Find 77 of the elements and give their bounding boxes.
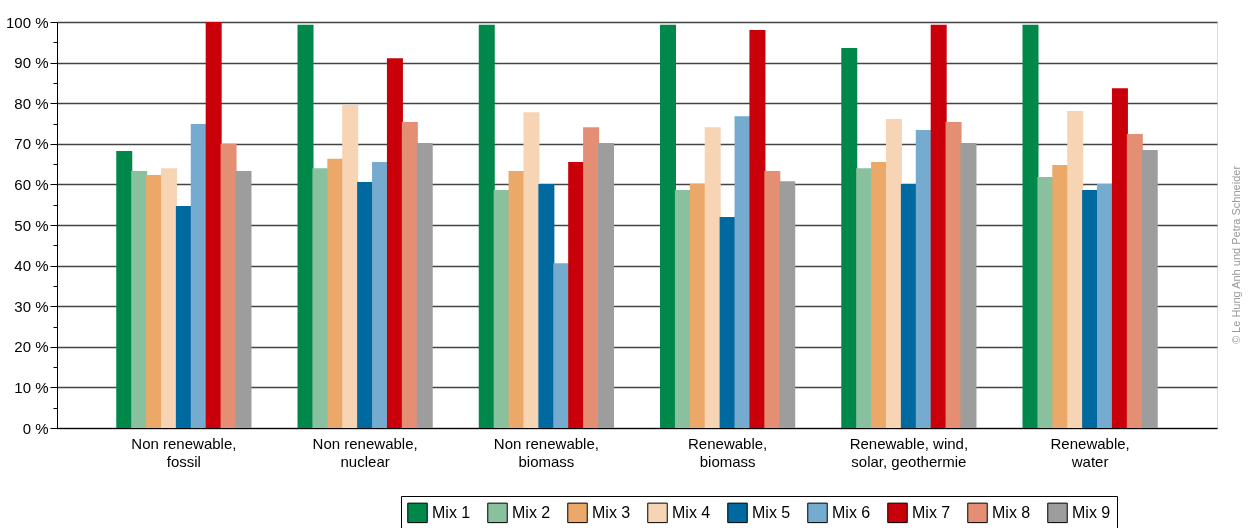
bar bbox=[960, 142, 977, 428]
bar bbox=[1097, 183, 1114, 428]
bar bbox=[885, 119, 902, 428]
bar bbox=[704, 127, 721, 428]
bar bbox=[1126, 134, 1143, 428]
bar bbox=[342, 104, 359, 428]
bar bbox=[372, 162, 389, 428]
y-tick-label: 30 % bbox=[14, 297, 49, 315]
bar bbox=[1052, 164, 1069, 428]
bar bbox=[1141, 149, 1158, 428]
bar bbox=[1037, 177, 1054, 428]
y-tick-label: 20 % bbox=[14, 338, 49, 356]
bar bbox=[749, 30, 766, 428]
bar bbox=[841, 47, 858, 428]
x-tick-label: Renewable, biomass bbox=[688, 434, 768, 470]
bar bbox=[478, 24, 495, 428]
legend-label: Mix 3 bbox=[592, 503, 631, 521]
y-tick-label: 90 % bbox=[14, 54, 49, 72]
legend-label: Mix 6 bbox=[832, 503, 871, 521]
bar bbox=[235, 171, 252, 428]
x-tick-label: Renewable, wind, solar, geothermie bbox=[849, 434, 969, 470]
bar bbox=[568, 162, 585, 428]
bar bbox=[297, 24, 314, 428]
bar bbox=[416, 142, 433, 428]
legend-label: Mix 8 bbox=[992, 503, 1031, 521]
bar bbox=[856, 168, 873, 428]
x-tick-label: Non renewable, fossil bbox=[131, 434, 237, 470]
legend-label: Mix 1 bbox=[432, 503, 471, 521]
bar bbox=[493, 190, 510, 428]
bar bbox=[660, 24, 677, 428]
bar bbox=[674, 190, 691, 428]
bar bbox=[779, 181, 796, 428]
bar bbox=[312, 168, 329, 428]
bar bbox=[1022, 24, 1039, 428]
bar bbox=[930, 24, 947, 428]
bar bbox=[357, 181, 374, 428]
legend-label: Mix 9 bbox=[1072, 503, 1111, 521]
bar bbox=[1111, 88, 1128, 428]
y-tick-label: 100 % bbox=[5, 13, 49, 31]
y-tick-label: 40 % bbox=[14, 257, 49, 275]
bar bbox=[523, 112, 540, 428]
bar bbox=[553, 263, 570, 428]
bar bbox=[401, 121, 418, 428]
bar bbox=[386, 58, 403, 428]
legend-label: Mix 5 bbox=[752, 503, 791, 521]
legend-label: Mix 4 bbox=[672, 503, 711, 521]
y-tick-label: 60 % bbox=[14, 175, 49, 193]
bar bbox=[1082, 190, 1099, 428]
bar bbox=[175, 205, 192, 428]
bar bbox=[538, 183, 555, 428]
bar bbox=[915, 130, 932, 428]
bar bbox=[190, 123, 207, 428]
bar bbox=[900, 183, 917, 428]
y-tick-label: 10 % bbox=[14, 378, 49, 396]
x-tick-label: Non renewable, nuclear bbox=[312, 434, 418, 470]
y-tick-label: 70 % bbox=[14, 135, 49, 153]
bar bbox=[764, 171, 781, 428]
legend-label: Mix 2 bbox=[512, 503, 551, 521]
bar bbox=[131, 171, 148, 428]
bar bbox=[689, 183, 706, 428]
bar bbox=[146, 175, 163, 428]
x-tick-label: Non renewable, biomass bbox=[493, 434, 599, 470]
bar bbox=[597, 142, 614, 428]
bar bbox=[1067, 110, 1084, 428]
bar bbox=[871, 162, 888, 428]
text: © Le Hung Anh und Petra Schneider bbox=[1230, 165, 1242, 345]
bar bbox=[160, 168, 177, 428]
bar bbox=[719, 216, 736, 428]
y-tick-label: 50 % bbox=[14, 216, 49, 234]
bar bbox=[327, 158, 344, 428]
legend-label: Mix 7 bbox=[912, 503, 951, 521]
bar bbox=[116, 151, 133, 428]
y-tick-label: 80 % bbox=[14, 94, 49, 112]
x-tick-label: Renewable, water bbox=[1050, 434, 1130, 470]
bar bbox=[583, 127, 600, 428]
bar bbox=[205, 22, 222, 428]
y-tick-label: 0 % bbox=[22, 419, 49, 437]
